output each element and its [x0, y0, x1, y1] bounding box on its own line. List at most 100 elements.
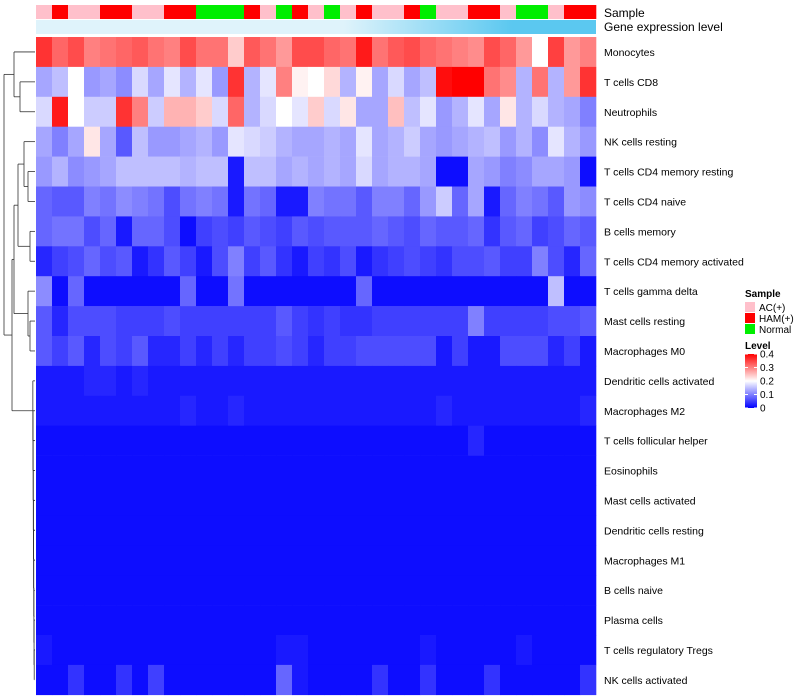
heatmap-cell — [308, 455, 325, 486]
heatmap-cell — [548, 455, 565, 486]
heatmap-cell — [148, 485, 165, 516]
heatmap-cell — [324, 395, 341, 426]
heatmap-cell — [228, 306, 245, 337]
heatmap-cell — [324, 664, 341, 696]
heatmap-cell — [260, 186, 277, 217]
heatmap-cell — [84, 186, 101, 217]
heatmap-cell — [100, 485, 117, 516]
heatmap-cell — [148, 515, 165, 546]
heatmap-cell — [52, 216, 69, 247]
heatmap-cell — [116, 66, 133, 98]
heatmap-cell — [116, 246, 133, 277]
heatmap-cell — [244, 395, 261, 426]
heatmap-cell — [516, 336, 533, 367]
heatmap-cell — [500, 605, 517, 636]
heatmap-cell — [196, 306, 213, 337]
heatmap-cell — [292, 635, 309, 666]
heatmap-cell — [324, 635, 341, 666]
heatmap-cell — [372, 395, 389, 426]
heatmap-cell — [212, 246, 229, 277]
heatmap-cell — [68, 455, 85, 486]
heatmap-cell — [580, 156, 597, 187]
heatmap-cell — [180, 365, 197, 397]
heatmap-cell — [580, 336, 597, 367]
heatmap-cell — [68, 276, 85, 307]
heatmap-cell — [84, 156, 101, 187]
heatmap-cell — [548, 186, 565, 217]
heatmap-cell — [356, 425, 373, 456]
heatmap-cell — [180, 635, 197, 666]
heatmap-cell — [516, 545, 533, 576]
heatmap-cell — [356, 276, 373, 307]
heatmap-cell — [52, 246, 69, 277]
heatmap-cell — [228, 395, 245, 426]
heatmap-cell — [68, 485, 85, 516]
sample-annotation-cell — [292, 5, 309, 19]
heatmap-cell — [404, 37, 421, 68]
heatmap-cell — [308, 336, 325, 367]
sample-annotation-cell — [500, 5, 517, 19]
heatmap-cell — [84, 216, 101, 247]
heatmap-cell — [436, 485, 453, 516]
sample-annotation-cell — [164, 5, 181, 19]
sample-annotation-cell — [548, 5, 565, 19]
heatmap-cell — [100, 635, 117, 666]
heatmap-cell — [452, 336, 469, 367]
heatmap-cell — [276, 605, 293, 636]
heatmap-cell — [260, 605, 277, 636]
heatmap-cell — [532, 306, 549, 337]
heatmap-cell — [196, 126, 213, 157]
heatmap-cell — [84, 246, 101, 277]
heatmap-cell — [164, 37, 181, 68]
heatmap-cell — [164, 395, 181, 426]
heatmap-cell — [260, 276, 277, 307]
heatmap-cell — [468, 664, 485, 696]
heatmap-cell — [340, 485, 357, 516]
heatmap-cell — [516, 365, 533, 397]
heatmap-cell — [548, 96, 565, 127]
heatmap-cell — [36, 306, 53, 337]
heatmap-cell — [84, 276, 101, 307]
heatmap-cell — [484, 336, 501, 367]
heatmap-cell — [132, 186, 149, 217]
heatmap-cell — [580, 216, 597, 247]
heatmap-cell — [308, 545, 325, 576]
sample-annotation-cell — [356, 5, 373, 19]
heatmap-cell — [84, 515, 101, 546]
heatmap-cell — [100, 365, 117, 397]
heatmap-cell — [180, 455, 197, 486]
heatmap-cell — [164, 664, 181, 696]
heatmap-cell — [516, 635, 533, 666]
sample-annotation-bar — [36, 5, 597, 19]
heatmap-cell — [260, 216, 277, 247]
heatmap-cell — [276, 66, 293, 98]
heatmap-cell — [452, 545, 469, 576]
heatmap-cell — [164, 575, 181, 606]
sample-annotation-cell — [468, 5, 485, 19]
heatmap-cell — [116, 635, 133, 666]
heatmap-cell — [196, 515, 213, 546]
heatmap-cell — [228, 186, 245, 217]
heatmap-cell — [132, 37, 149, 68]
heatmap-cell — [500, 336, 517, 367]
heatmap-cell — [292, 485, 309, 516]
heatmap-cell — [388, 96, 405, 127]
sample-annotation-cell — [340, 5, 357, 19]
sample-annotation-cell — [36, 5, 53, 19]
heatmap-cell — [340, 395, 357, 426]
heatmap-cell — [580, 635, 597, 666]
heatmap-cell — [548, 306, 565, 337]
legend-level-title: Level — [745, 341, 771, 352]
heatmap-cell — [436, 515, 453, 546]
heatmap-cell — [276, 365, 293, 397]
heatmap-cell — [420, 605, 437, 636]
heatmap-cell — [116, 306, 133, 337]
heatmap-cell — [68, 425, 85, 456]
heatmap-cell — [52, 395, 69, 426]
heatmap-cell — [212, 186, 229, 217]
row-label: Dendritic cells activated — [604, 376, 714, 388]
row-label: Monocytes — [604, 47, 655, 59]
heatmap-cell — [548, 276, 565, 307]
heatmap-cell — [564, 455, 581, 486]
heatmap-cell — [180, 66, 197, 98]
